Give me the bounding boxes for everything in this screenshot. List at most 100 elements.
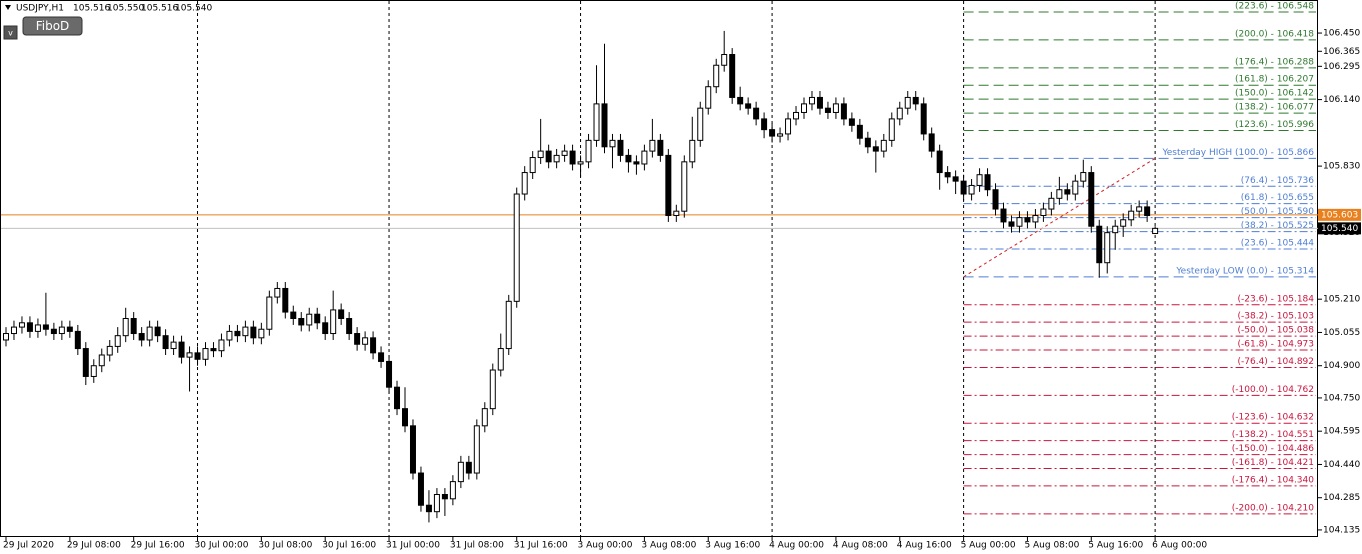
x-tick-label: 4 Aug 08:00 bbox=[833, 541, 888, 551]
candle-body bbox=[18, 322, 25, 328]
candle-body bbox=[162, 335, 169, 350]
candle-body bbox=[665, 154, 672, 216]
fibo-level-label: (176.4) - 106.288 bbox=[1235, 57, 1314, 67]
fibod-button[interactable] bbox=[22, 16, 83, 36]
candle-body bbox=[553, 154, 560, 163]
candle-body bbox=[769, 129, 776, 137]
candle-body bbox=[561, 150, 568, 156]
y-tick-label: 105.210 bbox=[1323, 295, 1360, 305]
y-tick-label: 106.295 bbox=[1323, 62, 1360, 72]
candle-body bbox=[785, 118, 792, 135]
ohlc-open: 105.516 bbox=[73, 4, 110, 14]
y-tick-label: 104.440 bbox=[1323, 460, 1360, 470]
fibo-level-label: (38.2) - 105.525 bbox=[1241, 221, 1314, 231]
candle-body bbox=[521, 172, 528, 195]
candle-body bbox=[194, 352, 201, 360]
fibo-level-label: (123.6) - 105.996 bbox=[1235, 120, 1314, 130]
candle-body bbox=[537, 150, 544, 159]
fibo-level-label: (-50.0) - 105.038 bbox=[1238, 326, 1315, 336]
candle-body bbox=[465, 461, 472, 474]
candle-body bbox=[601, 103, 608, 148]
fibo-level-label: (61.8) - 105.655 bbox=[1241, 193, 1314, 203]
candle-body bbox=[1144, 206, 1151, 216]
candle-body bbox=[761, 118, 768, 131]
candle-body bbox=[433, 494, 440, 513]
candle-body bbox=[138, 333, 145, 341]
x-tick-label: 4 Aug 00:00 bbox=[769, 541, 824, 551]
y-tick-label: 106.140 bbox=[1323, 95, 1360, 105]
collapse-button[interactable] bbox=[3, 25, 18, 40]
candle-body bbox=[50, 328, 57, 335]
y-tick-label: 105.830 bbox=[1323, 162, 1360, 172]
candle-body bbox=[386, 360, 393, 388]
candle-body bbox=[402, 408, 408, 427]
fibo-level-label: (-100.0) - 104.762 bbox=[1232, 385, 1314, 395]
candle-body bbox=[1056, 189, 1063, 199]
x-tick-label: 6 Aug 00:00 bbox=[1152, 541, 1207, 551]
candle-body bbox=[330, 309, 337, 335]
candle-body bbox=[441, 494, 448, 500]
candle-body bbox=[920, 103, 927, 135]
y-tick-label: 104.750 bbox=[1323, 393, 1360, 403]
candle-body bbox=[505, 300, 512, 350]
ohlc-close: 105.540 bbox=[175, 4, 212, 14]
candle-body bbox=[832, 103, 839, 113]
candle-body bbox=[3, 333, 9, 341]
candle-body bbox=[354, 333, 361, 345]
candle-body bbox=[824, 107, 831, 113]
candle-body bbox=[848, 118, 855, 126]
candle-body bbox=[513, 193, 520, 302]
candle-body bbox=[122, 318, 129, 337]
candle-body bbox=[888, 118, 895, 141]
candle-body bbox=[394, 386, 401, 410]
fibo-level-label: (-138.2) - 104.551 bbox=[1232, 430, 1314, 440]
candle-body bbox=[154, 326, 161, 337]
candle-body bbox=[880, 139, 887, 152]
y-tick-label: 106.365 bbox=[1323, 47, 1360, 57]
ohlc-high: 105.550 bbox=[107, 4, 144, 14]
candle-body bbox=[856, 124, 863, 139]
fibo-level-label: (138.2) - 106.077 bbox=[1235, 103, 1314, 113]
candle-body bbox=[98, 354, 105, 367]
candle-body bbox=[274, 287, 281, 298]
x-tick-label: 29 Jul 2020 bbox=[3, 541, 54, 551]
candle-body bbox=[705, 86, 712, 109]
candle-body bbox=[1072, 180, 1079, 195]
x-tick-label: 3 Aug 08:00 bbox=[641, 541, 696, 551]
candle-body bbox=[210, 348, 217, 352]
candle-body bbox=[904, 96, 911, 109]
candle-body bbox=[1000, 208, 1007, 223]
candle-body bbox=[1016, 217, 1023, 227]
candle-body bbox=[130, 318, 137, 335]
candle-body bbox=[936, 150, 943, 174]
candle-body bbox=[338, 309, 345, 320]
candle-body bbox=[1152, 227, 1159, 235]
candle-body bbox=[282, 287, 289, 313]
price-box-label: 105.540 bbox=[1321, 224, 1358, 234]
candle-body bbox=[992, 189, 999, 210]
x-tick-label: 30 Jul 08:00 bbox=[258, 541, 312, 551]
fibo-level-label: (-176.4) - 104.340 bbox=[1232, 475, 1314, 485]
fibo-level-label: (223.6) - 106.548 bbox=[1235, 2, 1314, 12]
x-tick-label: 5 Aug 16:00 bbox=[1088, 541, 1143, 551]
menu-arrow[interactable] bbox=[5, 5, 11, 10]
fibo-level-label: Yesterday LOW (0.0) - 105.314 bbox=[1175, 266, 1314, 276]
x-tick-label: 30 Jul 16:00 bbox=[322, 541, 376, 551]
y-tick-label: 104.595 bbox=[1323, 427, 1360, 437]
candle-body bbox=[808, 96, 815, 105]
candle-body bbox=[34, 324, 41, 332]
candle-body bbox=[306, 313, 313, 326]
candle-body bbox=[577, 161, 584, 165]
candle-body bbox=[896, 107, 903, 120]
candle-body bbox=[218, 339, 225, 352]
fibo-level-label: (200.0) - 106.418 bbox=[1235, 29, 1314, 39]
fibo-level-label: (-38.2) - 105.103 bbox=[1238, 312, 1315, 322]
collapse-button-label: v bbox=[8, 29, 13, 38]
fibo-level-label: (76.4) - 105.736 bbox=[1241, 176, 1315, 186]
fibo-level-label: (50.0) - 105.590 bbox=[1241, 207, 1315, 217]
candle-body bbox=[425, 504, 432, 513]
price-box bbox=[1318, 208, 1361, 221]
ohlc-low: 105.516 bbox=[141, 4, 178, 14]
fibo-level-label: (-150.0) - 104.486 bbox=[1232, 444, 1314, 454]
